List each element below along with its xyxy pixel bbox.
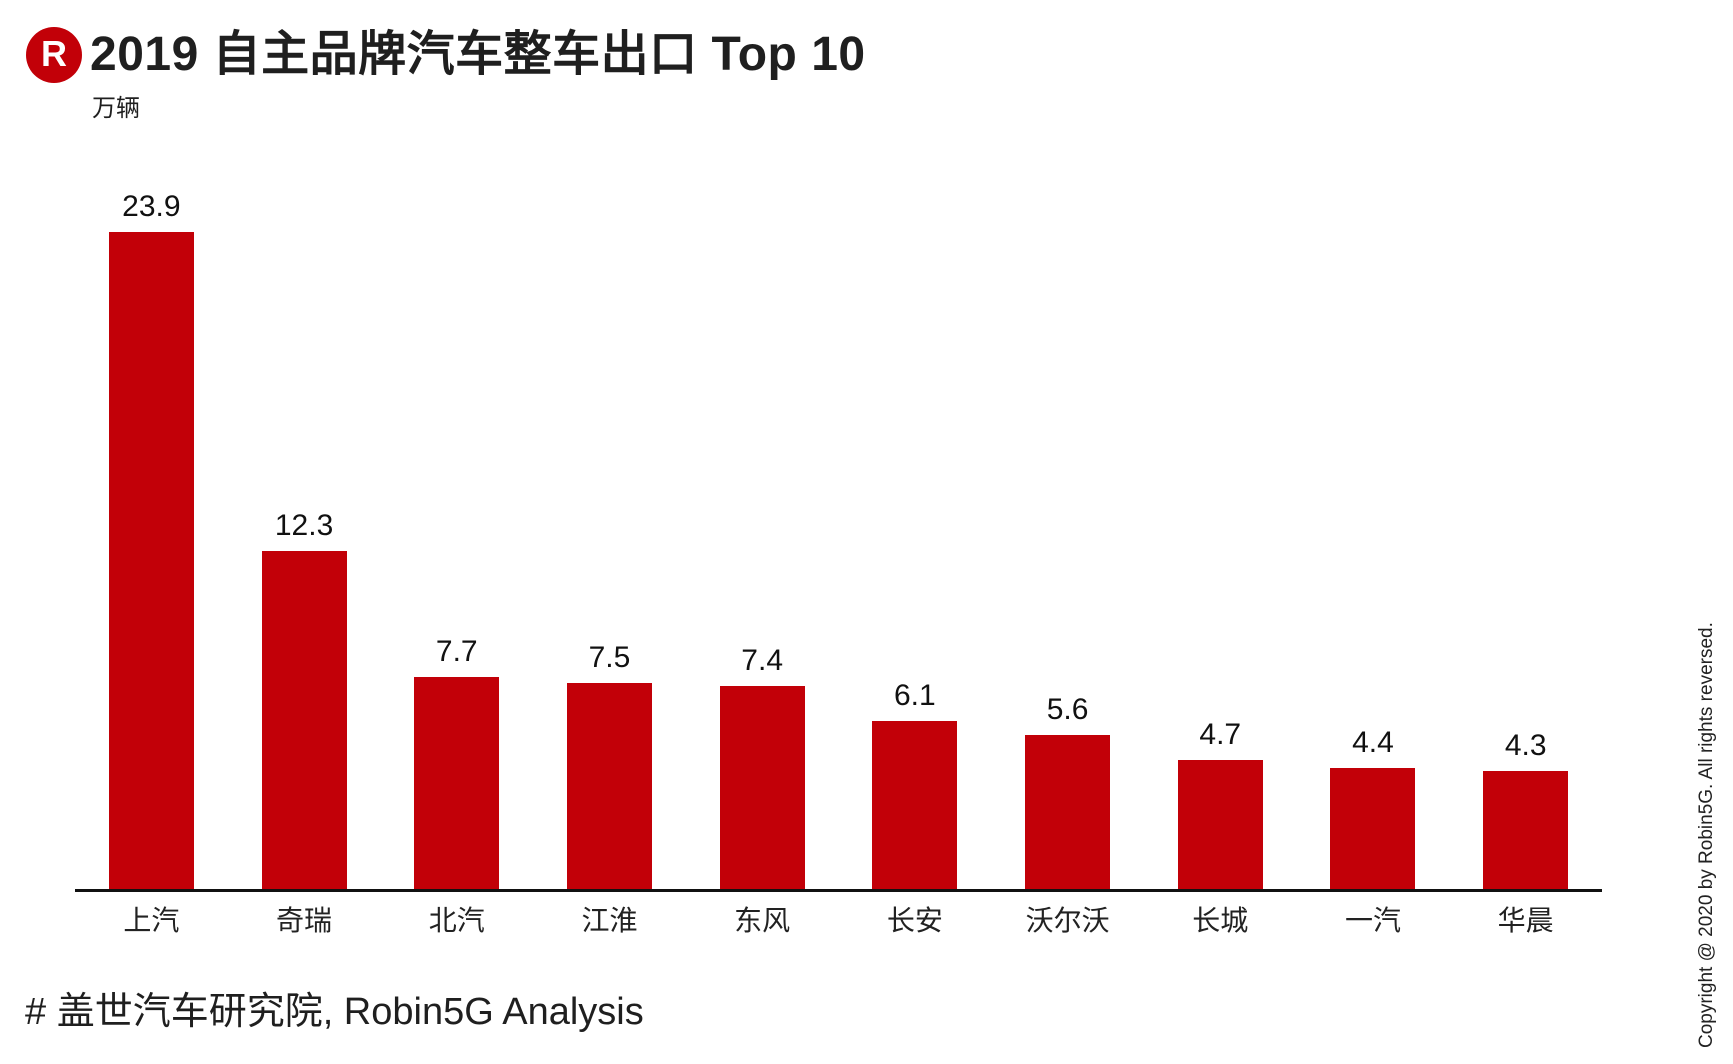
bar <box>872 721 958 889</box>
copyright-note: Copyright @ 2020 by Robin5G. All rights … <box>1696 622 1717 1048</box>
bar <box>719 685 805 889</box>
bar-slot: 7.5 <box>533 641 686 889</box>
bar-slot: 7.7 <box>380 635 533 889</box>
bar-slot: 7.4 <box>686 643 839 889</box>
x-axis-line <box>75 889 1602 892</box>
bar <box>261 550 347 889</box>
bar <box>1483 770 1569 889</box>
bar <box>414 677 500 889</box>
bar-slot: 5.6 <box>991 693 1144 889</box>
logo-letter: R <box>41 33 67 74</box>
bar-category-label: 奇瑞 <box>276 905 333 936</box>
source-note: # 盖世汽车研究院, Robin5G Analysis <box>25 991 644 1033</box>
bar <box>1177 759 1263 889</box>
bar-value-label: 4.7 <box>1199 717 1242 751</box>
robin5g-logo-icon: R <box>26 27 82 83</box>
bar-slot: 4.7 <box>1144 718 1297 889</box>
bar-slot: 6.1 <box>839 679 992 889</box>
bar-value-label: 6.1 <box>894 679 936 713</box>
bar-category-label: 华晨 <box>1497 905 1554 936</box>
bar-value-label: 5.6 <box>1046 693 1089 726</box>
axis-unit-label: 万辆 <box>92 95 140 122</box>
bar <box>1025 735 1111 889</box>
bar-slot: 4.3 <box>1449 729 1602 889</box>
bar-category-label: 北汽 <box>428 905 485 936</box>
bar-value-label: 4.4 <box>1352 726 1394 759</box>
bar-slot: 4.4 <box>1297 726 1450 889</box>
bar-chart-plot-area: 23.9 12.3 7.7 7.5 7.4 6.1 5.6 4.7 4.4 4.3 <box>75 0 1602 889</box>
bar-value-label: 7.7 <box>435 635 478 669</box>
x-axis-category-row: 上汽 奇瑞 北汽 江淮 东风 长安 沃尔沃 长城 一汽 华晨 <box>75 901 1602 941</box>
bar-category-label: 上汽 <box>123 905 180 936</box>
bar-slot: 12.3 <box>228 509 381 889</box>
bar-category-label: 东风 <box>734 905 791 936</box>
bar-value-label: 12.3 <box>274 508 334 542</box>
bar-slot: 23.9 <box>75 190 228 889</box>
bar-category-label: 长安 <box>886 905 943 936</box>
bar <box>566 682 652 889</box>
bar-category-label: 长城 <box>1192 905 1249 936</box>
bar-value-label: 7.5 <box>588 640 631 674</box>
bar <box>1330 768 1416 889</box>
bar-value-label: 23.9 <box>122 189 181 223</box>
bar-category-label: 一汽 <box>1344 905 1401 936</box>
bar <box>108 231 194 889</box>
chart-title: 2019 自主品牌汽车整车出口 Top 10 <box>90 28 866 81</box>
bar-category-label: 江淮 <box>581 905 638 936</box>
bar-value-label: 7.4 <box>741 643 784 677</box>
bar-category-label: 沃尔沃 <box>1025 905 1110 936</box>
bar-value-label: 4.3 <box>1504 728 1547 762</box>
